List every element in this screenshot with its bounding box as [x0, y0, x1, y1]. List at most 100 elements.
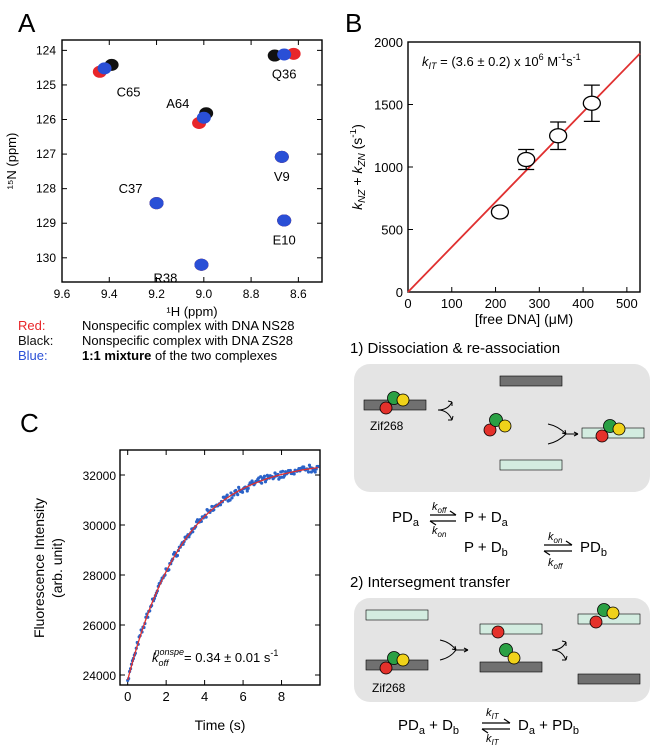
- peak-blue-c65: [97, 62, 112, 75]
- y-tick-label: 28000: [83, 569, 117, 583]
- fit-curve: [127, 466, 319, 681]
- plot-frame: [407, 41, 641, 293]
- peak-blue-q36: [277, 48, 292, 61]
- peak-label: C37: [119, 181, 143, 196]
- rate-vs-dna-chart: 0 100 200 300 400 500 0 500 1000 1500 2000 kIT = (…: [350, 35, 641, 327]
- panel-letter-a: A: [18, 8, 36, 38]
- x-tick-label: 9.2: [148, 287, 165, 301]
- legend-blue: Blue: 1:1 mixture of the two complexes: [18, 348, 277, 363]
- x-axis-label: ¹H (ppm): [166, 304, 217, 319]
- eq2-k-bottom: koff: [548, 557, 563, 571]
- nmr-spectrum-chart: 9.6 9.4 9.2 9.0 8.8 8.6124125126127128129130 …: [4, 39, 323, 319]
- arrow-split: [437, 400, 454, 421]
- scheme-2-title: 2) Intersegment transfer: [350, 574, 511, 591]
- eq3-k-top: kIT: [486, 707, 500, 721]
- legend-key: Blue:: [18, 348, 48, 363]
- zf-yellow-icon: [396, 393, 410, 407]
- data-point: [260, 481, 264, 485]
- y-tick-label: 1500: [374, 98, 403, 113]
- y-tick-label: 24000: [83, 669, 117, 683]
- data-point: [225, 493, 229, 497]
- y-tick-label: 125: [36, 78, 56, 92]
- y-tick-label: 26000: [83, 619, 117, 633]
- y-axis-label-line2: (arb. unit): [49, 538, 65, 598]
- data-point: [273, 471, 277, 475]
- y-tick-label: 127: [36, 147, 56, 161]
- dna-green-b: [479, 623, 543, 635]
- peak-blue-e10: [277, 214, 292, 227]
- peak-blue-v9: [274, 150, 289, 163]
- legend-key: Black:: [18, 333, 54, 348]
- scheme-2-diagram: Zif268: [354, 598, 650, 702]
- y-tick-label: 0: [396, 285, 403, 300]
- y-axis-label: ¹⁵N (ppm): [4, 133, 19, 190]
- x-axis-label: [free DNA] (μM): [475, 311, 573, 327]
- data-point: [313, 470, 317, 474]
- eq1-k-bottom: kon: [432, 525, 447, 539]
- y-tick-label: 126: [36, 113, 56, 127]
- equation-intersegment: PDa + Db kIT kIT Da + PDb: [398, 707, 579, 747]
- y-tick-label: 32000: [83, 469, 117, 483]
- legend-text: Nonspecific complex with DNA ZS28: [82, 333, 293, 348]
- eq2-arrows: [543, 540, 573, 556]
- data-point: [237, 485, 241, 490]
- arrow-merge: [439, 639, 469, 661]
- dna-free-green: [499, 459, 563, 471]
- zf-green-icon: [499, 643, 513, 657]
- arrow-join: [547, 423, 579, 445]
- equation-dissociation: PDa koff kon P + Da P + Db kon koff PDb: [392, 501, 607, 571]
- x-tick-label: 9.0: [195, 287, 212, 301]
- arrow-split: [551, 640, 568, 661]
- x-tick-label: 300: [528, 296, 550, 311]
- y-tick-label: 30000: [83, 519, 117, 533]
- dna-gray-c: [577, 673, 641, 685]
- protein-label: Zif268: [370, 419, 404, 433]
- legend-text: of the two complexes: [151, 348, 278, 363]
- zf-yellow-icon: [606, 606, 620, 620]
- peak-label: V9: [274, 169, 290, 184]
- x-axis-label: Time (s): [195, 717, 246, 733]
- eq1-arrows: [429, 510, 457, 526]
- eq3-right: Da + PDb: [518, 717, 579, 737]
- data-point: [302, 465, 306, 469]
- zf-red-icon: [379, 661, 393, 675]
- scheme-1-diagram: Zif268: [354, 364, 650, 492]
- zf-yellow-icon: [612, 422, 626, 436]
- zf-red-icon: [589, 615, 603, 629]
- zf-yellow-icon: [498, 419, 512, 433]
- data-point: [245, 489, 249, 493]
- data-point: [175, 553, 180, 558]
- y-tick-label: 2000: [374, 35, 403, 50]
- zf-red-icon: [491, 625, 505, 639]
- x-tick-label: 8.6: [290, 287, 307, 301]
- x-tick-label: 0: [404, 296, 411, 311]
- chart-annotation: kIT = (3.6 ± 0.2) x 106 M-1s-1: [422, 52, 581, 71]
- x-tick-label: 2: [163, 689, 170, 704]
- zf-red-icon: [483, 423, 497, 437]
- x-tick-label: 200: [485, 296, 507, 311]
- eq2-left: P + Db: [464, 539, 508, 559]
- zf-red-icon: [379, 401, 393, 415]
- data-point: [307, 463, 312, 467]
- legend-black: Black: Nonspecific complex with DNA ZS28: [18, 333, 293, 348]
- x-tick-label: 8: [278, 689, 285, 704]
- peak-label: A64: [166, 96, 189, 111]
- peak-blue-a64: [196, 111, 211, 124]
- data-point: [281, 469, 285, 473]
- legend-bold-text: 1:1 mixture: [82, 348, 152, 363]
- eq3-arrows: [481, 718, 511, 734]
- y-tick-label: 500: [381, 223, 403, 238]
- x-tick-label: 9.6: [54, 287, 71, 301]
- chart-annotation: koffnonspe= 0.34 ± 0.01 s-1: [152, 647, 278, 668]
- y-tick-label: 1000: [374, 160, 403, 175]
- zf-red-icon: [595, 429, 609, 443]
- peak-blue-c37: [149, 197, 164, 210]
- peak-label: Q36: [272, 67, 297, 82]
- peak-label: R38: [154, 271, 178, 286]
- plot-frame: [119, 449, 321, 686]
- legend-key: Red:: [18, 318, 46, 333]
- legend-text: Nonspecific complex with DNA NS28: [82, 318, 295, 333]
- peak-label: C65: [117, 84, 141, 99]
- data-point: [306, 470, 311, 474]
- data-point: [288, 468, 292, 473]
